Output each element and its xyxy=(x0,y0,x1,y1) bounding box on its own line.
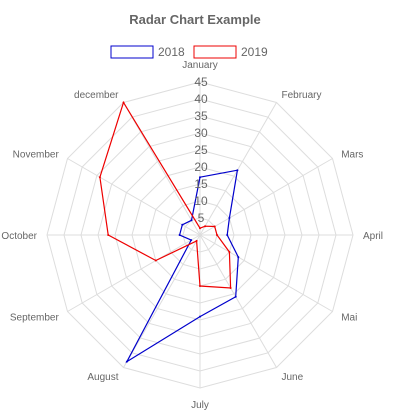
category-labels: January February Mars April Mai June July Augus… xyxy=(1,60,383,411)
point-2018-3[interactable] xyxy=(226,234,229,236)
point-2018-0[interactable] xyxy=(199,176,201,179)
chart-title: Radar Chart Example xyxy=(129,12,261,27)
point-2019-3[interactable] xyxy=(216,234,218,236)
point-2019-7[interactable] xyxy=(195,239,198,242)
radar-series xyxy=(98,101,240,364)
point-2019-1[interactable] xyxy=(204,225,207,228)
spoke-7 xyxy=(123,234,201,368)
point-2019-5[interactable] xyxy=(229,287,232,289)
point-2018-8[interactable] xyxy=(190,239,193,242)
point-2019-10[interactable] xyxy=(98,176,101,179)
legend-item-2018[interactable]: 2018 xyxy=(110,45,185,59)
tick-label-20: 20 xyxy=(194,160,208,174)
point-2018-9[interactable] xyxy=(178,234,181,236)
point-2018-2[interactable] xyxy=(228,217,231,219)
point-2019-9[interactable] xyxy=(107,234,110,236)
spoke-8 xyxy=(67,234,201,312)
legend-item-2019[interactable]: 2019 xyxy=(193,45,268,59)
radar-grid xyxy=(46,81,354,389)
point-2018-10[interactable] xyxy=(181,223,184,226)
category-label-6: July xyxy=(191,400,209,411)
spoke-5 xyxy=(199,234,277,368)
legend-swatch-2019 xyxy=(193,45,237,59)
category-label-11: december xyxy=(74,90,119,101)
point-2018-4[interactable] xyxy=(237,256,240,259)
tick-label-25: 25 xyxy=(194,143,208,157)
point-2019-11[interactable] xyxy=(122,101,125,104)
spoke-4 xyxy=(199,234,333,312)
point-2019-6[interactable] xyxy=(199,285,201,287)
tick-label-5: 5 xyxy=(198,211,205,225)
point-2018-1[interactable] xyxy=(236,169,239,172)
tick-label-45: 45 xyxy=(194,75,208,89)
category-label-10: November xyxy=(13,150,60,161)
tick-label-40: 40 xyxy=(194,92,208,106)
category-label-3: April xyxy=(363,231,383,242)
category-label-9: October xyxy=(1,231,37,242)
legend-swatch-2018 xyxy=(110,45,154,59)
category-label-1: February xyxy=(282,90,322,101)
spoke-2 xyxy=(199,158,333,236)
point-2019-8[interactable] xyxy=(154,259,157,262)
category-label-4: Mai xyxy=(341,313,357,324)
tick-label-15: 15 xyxy=(194,177,208,191)
category-label-8: September xyxy=(10,313,60,324)
legend-label-2019: 2019 xyxy=(241,45,268,59)
point-2018-7[interactable] xyxy=(125,360,128,363)
point-2019-0[interactable] xyxy=(199,227,201,230)
spoke-1 xyxy=(199,102,277,236)
category-label-2: Mars xyxy=(341,150,363,161)
category-label-7: August xyxy=(87,372,118,383)
point-2019-2[interactable] xyxy=(213,225,216,228)
tick-label-10: 10 xyxy=(194,194,208,208)
category-label-0: January xyxy=(182,60,218,71)
tick-label-35: 35 xyxy=(194,109,208,123)
radial-ticks: 5 10 15 20 25 30 35 40 45 xyxy=(194,75,208,225)
tick-label-30: 30 xyxy=(194,126,208,140)
point-2019-4[interactable] xyxy=(228,251,231,253)
legend: 2018 2019 xyxy=(110,45,268,59)
point-2018-11[interactable] xyxy=(190,219,193,222)
spoke-10 xyxy=(67,158,201,236)
point-2018-6[interactable] xyxy=(199,315,201,318)
legend-label-2018: 2018 xyxy=(158,45,185,59)
point-2018-5[interactable] xyxy=(234,295,237,298)
category-label-5: June xyxy=(282,372,304,383)
